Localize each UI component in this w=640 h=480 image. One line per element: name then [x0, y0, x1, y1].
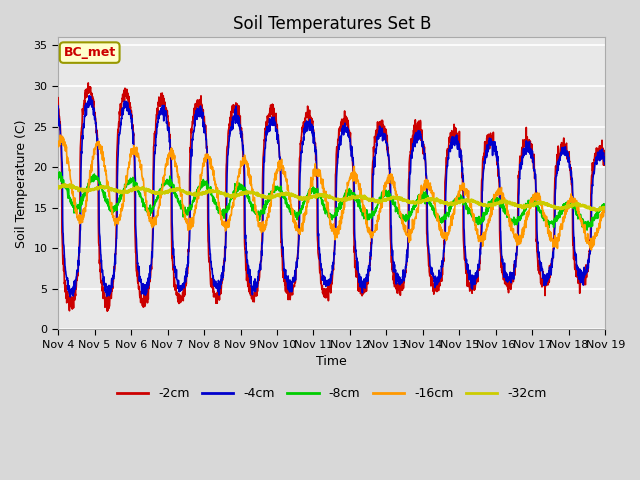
Legend: -2cm, -4cm, -8cm, -16cm, -32cm: -2cm, -4cm, -8cm, -16cm, -32cm — [112, 382, 552, 405]
X-axis label: Time: Time — [316, 355, 347, 368]
Y-axis label: Soil Temperature (C): Soil Temperature (C) — [15, 119, 28, 248]
Title: Soil Temperatures Set B: Soil Temperatures Set B — [232, 15, 431, 33]
Text: BC_met: BC_met — [63, 46, 116, 59]
